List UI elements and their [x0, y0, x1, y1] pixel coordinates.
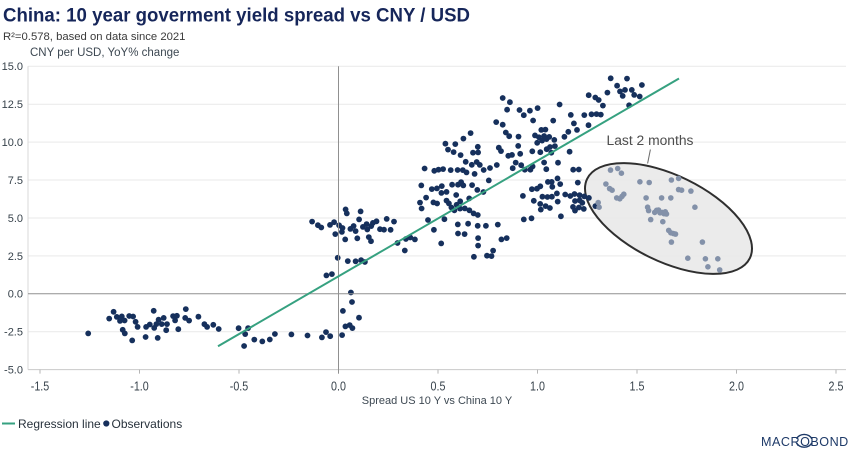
- svg-text:-2.5: -2.5: [4, 327, 23, 339]
- svg-text:-5.0: -5.0: [4, 365, 23, 377]
- svg-text:15.0: 15.0: [2, 61, 23, 73]
- svg-text:CNY per USD, YoY% change: CNY per USD, YoY% change: [30, 47, 179, 59]
- svg-text:0.0: 0.0: [331, 379, 346, 394]
- svg-text:Regression line: Regression line: [18, 417, 101, 431]
- svg-text:12.5: 12.5: [2, 99, 23, 111]
- svg-text:7.5: 7.5: [8, 175, 23, 187]
- svg-text:-0.5: -0.5: [230, 379, 248, 394]
- svg-text:-1.5: -1.5: [31, 379, 49, 394]
- svg-text:MACROBOND: MACROBOND: [761, 435, 849, 449]
- svg-text:0.0: 0.0: [8, 289, 23, 301]
- svg-text:R²=0.578, based on data since: R²=0.578, based on data since 2021: [3, 31, 185, 43]
- svg-text:Last 2 months: Last 2 months: [607, 133, 694, 148]
- svg-text:2.5: 2.5: [8, 251, 23, 263]
- svg-text:0.5: 0.5: [431, 379, 446, 394]
- svg-text:Spread US 10 Y vs China 10 Y: Spread US 10 Y vs China 10 Y: [362, 395, 513, 407]
- svg-text:China: 10 year goverment yield: China: 10 year goverment yield spread vs…: [3, 5, 470, 27]
- svg-text:-1.0: -1.0: [130, 379, 148, 394]
- svg-text:1.5: 1.5: [630, 379, 645, 394]
- svg-text:10.0: 10.0: [2, 137, 23, 149]
- svg-text:2.0: 2.0: [729, 379, 744, 394]
- svg-text:Observations: Observations: [112, 417, 183, 431]
- svg-text:1.0: 1.0: [530, 379, 545, 394]
- svg-text:2.5: 2.5: [829, 379, 844, 394]
- svg-text:5.0: 5.0: [8, 213, 23, 225]
